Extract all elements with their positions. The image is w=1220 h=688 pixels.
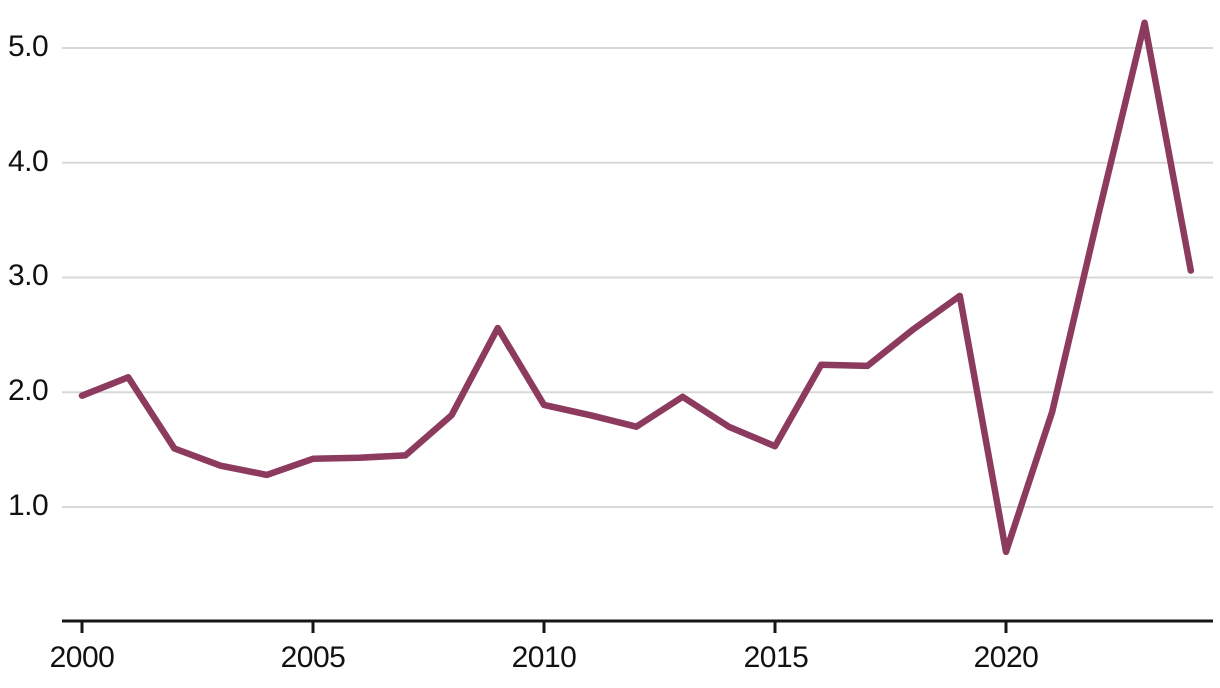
- x-axis-tick-label: 2020: [973, 641, 1039, 674]
- x-axis-tick-label: 2000: [49, 641, 115, 674]
- data-series-line: [78, 19, 1195, 556]
- y-axis-tick-label: 4.0: [8, 145, 49, 178]
- y-axis-tick-label: 2.0: [8, 374, 49, 407]
- x-axis-tick-label: 2010: [511, 641, 577, 674]
- y-axis-tick-label: 5.0: [8, 30, 49, 63]
- y-axis-tick-label: 1.0: [8, 489, 49, 522]
- y-axis-tick-label: 3.0: [8, 259, 49, 292]
- x-axis-tick-label: 2015: [743, 641, 809, 674]
- x-axis-tick-label: 2005: [280, 641, 346, 674]
